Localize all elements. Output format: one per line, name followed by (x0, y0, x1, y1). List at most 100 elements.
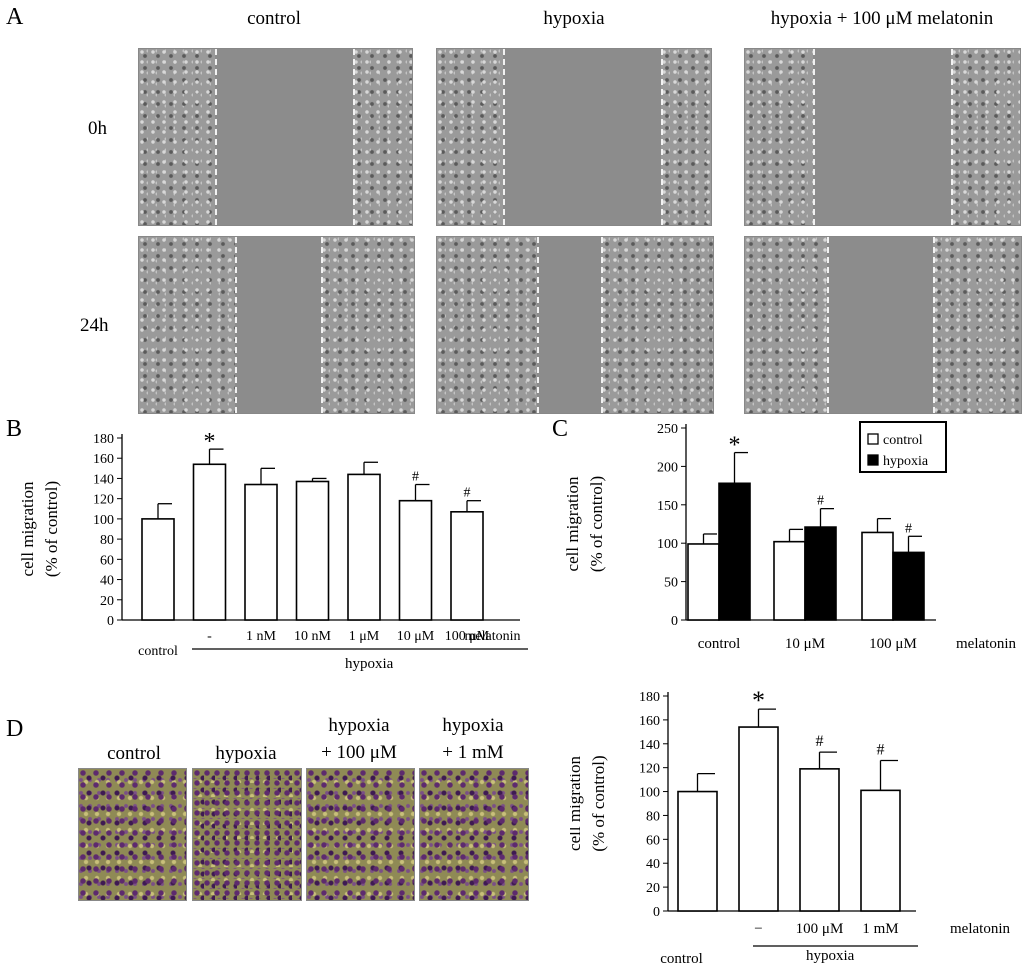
chart-d-bar-1-mm-3 (860, 789, 901, 912)
chart-b-bar-100-m-6 (450, 511, 484, 621)
y-axis-label: cell migration (% of control) (563, 476, 606, 572)
chart-b-category-label: 1 nM (246, 629, 277, 644)
transwell-image-hypoxia (192, 768, 302, 901)
chart-c-bar-hypoxia-100-m (892, 551, 925, 621)
y-tick-label: 40 (646, 857, 660, 872)
chart-d-category-label: 1 mM (862, 921, 898, 937)
chart-c-bar-hypoxia-control-annotation: * (729, 433, 741, 459)
chart-d-category-label: − (754, 921, 762, 937)
chart-b-bar-dash-1 (192, 463, 227, 621)
scratch-image-control-0h (138, 48, 413, 226)
chart-d-category-label: control (660, 951, 703, 967)
column-title-hypoxia: hypoxia (543, 8, 605, 29)
y-tick-label: 80 (646, 809, 660, 824)
y-tick-label: 160 (93, 452, 114, 467)
chart-c-bar-control-100-m (861, 531, 894, 621)
column-title-control: control (247, 8, 301, 29)
panel-a-label: A (6, 4, 24, 30)
chart-d-bar-1-mm-3-annotation: # (877, 742, 885, 759)
y-tick-label: 150 (657, 499, 678, 514)
scratch-image-hypoxia-melatonin-24h (744, 236, 1022, 414)
y-tick-label: 20 (646, 881, 660, 896)
y-tick-label: 20 (100, 594, 114, 609)
y-tick-label: 40 (100, 574, 114, 589)
y-tick-label: 50 (664, 576, 678, 591)
panel-d-label-hypoxia-1mm: hypoxia + 1 mM (442, 715, 504, 763)
chart-b-category-label: - (207, 629, 212, 644)
chart-c-bar-hypoxia-100-m-annotation: # (905, 521, 912, 536)
y-axis-label-line1: cell migration (570, 756, 584, 851)
panel-d-label-hypoxia: hypoxia (215, 743, 277, 764)
y-axis-label-line1: cell migration (18, 481, 37, 576)
chart-c-legend-swatch-control (867, 433, 879, 445)
chart-b-bar-dash-1-annotation: * (204, 429, 216, 455)
chart-c-bar-control-10-m (773, 540, 806, 621)
chart-d-category-label: 100 μM (796, 921, 844, 937)
y-tick-label: 60 (100, 553, 114, 568)
panel-d-label-hypoxia-100um: hypoxia + 100 μM (321, 715, 397, 763)
chart-b-melatonin-label: melatonin (465, 629, 521, 644)
y-tick-label: 250 (657, 422, 678, 437)
transwell-image-control (78, 768, 187, 901)
y-tick-label: 0 (653, 905, 660, 920)
chart-d-bar-100-m-2-annotation: # (816, 733, 824, 750)
y-tick-label: 100 (657, 537, 678, 552)
y-tick-label: 80 (100, 533, 114, 548)
y-tick-label: 120 (93, 493, 114, 508)
chart-c-melatonin-label: melatonin (956, 636, 1016, 652)
y-tick-label: 60 (646, 833, 660, 848)
chart-c-legend-label-hypoxia: hypoxia (883, 454, 929, 469)
chart-c: 0 50 100 150 200 250 cell migration (% of contr… (563, 421, 1016, 652)
row-label-0h: 0h (88, 118, 107, 139)
y-axis-label-line2: (% of control) (589, 755, 608, 851)
chart-c-legend-swatch-hypoxia (867, 454, 879, 466)
y-axis-label-line1: cell migration (563, 476, 582, 571)
y-tick-label: 100 (93, 513, 114, 528)
chart-d-melatonin-label: melatonin (950, 921, 1010, 937)
y-tick-label: 140 (93, 472, 114, 487)
chart-b-bar-100-m-6-annotation: # (464, 486, 471, 501)
panel-c-label: C (552, 416, 569, 442)
column-title-hypoxia-melatonin: hypoxia + 100 μM melatonin (770, 8, 994, 29)
chart-b-category-label: control (138, 644, 178, 659)
scratch-image-control-24h (138, 236, 415, 414)
y-tick-label: 160 (639, 714, 660, 729)
chart-b-category-label: 10 μM (397, 629, 435, 644)
chart-d-hypoxia-label: hypoxia (806, 948, 855, 964)
chart-b-hypoxia-label: hypoxia (345, 656, 394, 672)
chart-d-bar-dash-1-annotation: * (752, 686, 765, 715)
transwell-image-hypoxia-1mm (419, 768, 529, 901)
chart-b-bar-1-nm-2 (244, 483, 278, 621)
chart-c-bar-hypoxia-control (718, 482, 751, 621)
chart-d-bar-control-0 (677, 790, 718, 912)
y-tick-label: 120 (639, 762, 660, 777)
panel-d-label: D (6, 716, 24, 742)
scratch-image-hypoxia-24h (436, 236, 714, 414)
chart-b-bar-10-nm-3 (295, 480, 330, 621)
chart-c-legend-label-control: control (883, 433, 923, 448)
chart-c-category-label: control (698, 636, 741, 652)
transwell-image-hypoxia-100um (306, 768, 415, 901)
scratch-image-hypoxia-melatonin-0h (744, 48, 1021, 226)
chart-b-category-label: 100 μM (445, 629, 490, 644)
scratch-image-hypoxia-0h (436, 48, 712, 226)
chart-d-bar-dash-1 (738, 726, 779, 912)
y-axis-label-line2: (% of control) (42, 481, 61, 577)
y-tick-label: 100 (639, 786, 660, 801)
chart-d-bar-100-m-2 (799, 768, 840, 912)
chart-c-bar-hypoxia-10-m (804, 526, 837, 621)
chart-c-bar-hypoxia-10-m-annotation: # (817, 494, 824, 509)
y-tick-label: 0 (671, 614, 678, 629)
chart-d: 0 20 40 60 80 100 120 140 160 180 cell migration (%… (570, 686, 1010, 967)
chart-b: 0 20 40 60 80 100 120 140 160 180 cell migration (%… (18, 429, 528, 659)
panel-b-label: B (6, 416, 23, 442)
y-tick-label: 140 (639, 738, 660, 753)
panel-d-label-control: control (107, 743, 161, 764)
chart-b-category-label: 10 nM (294, 629, 332, 644)
y-tick-label: 0 (107, 614, 114, 629)
y-axis-label: cell migration (% of control) (18, 481, 61, 577)
chart-b-bar-1-m-4 (347, 473, 381, 621)
y-tick-label: 200 (657, 460, 678, 475)
chart-b-category-label: 1 μM (349, 629, 380, 644)
chart-c-category-label: 100 μM (869, 636, 917, 652)
